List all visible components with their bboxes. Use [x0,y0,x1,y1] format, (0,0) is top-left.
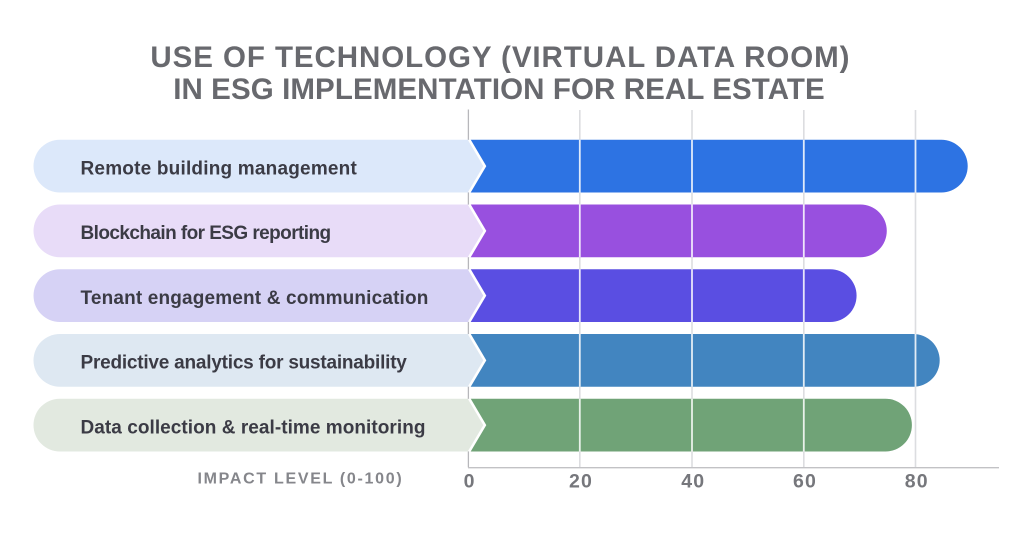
svg-text:20: 20 [569,470,593,492]
svg-text:Remote building management: Remote building management [81,158,358,179]
svg-text:IN ESG IMPLEMENTATION FOR REAL: IN ESG IMPLEMENTATION FOR REAL ESTATE [173,73,825,106]
svg-text:IMPACT LEVEL (0-100): IMPACT LEVEL (0-100) [198,471,404,488]
svg-text:USE OF TECHNOLOGY (VIRTUAL DAT: USE OF TECHNOLOGY (VIRTUAL DATA ROOM) [150,41,850,74]
svg-text:0: 0 [464,470,476,492]
svg-text:Data collection & real-time mo: Data collection & real-time monitoring [81,417,426,438]
svg-text:40: 40 [681,470,705,492]
svg-text:Blockchain for ESG reporting: Blockchain for ESG reporting [81,223,331,244]
svg-text:Tenant engagement & communicat: Tenant engagement & communication [81,288,429,309]
svg-text:Predictive analytics for susta: Predictive analytics for sustainability [81,353,408,374]
svg-text:60: 60 [793,470,817,492]
svg-text:80: 80 [905,470,929,492]
